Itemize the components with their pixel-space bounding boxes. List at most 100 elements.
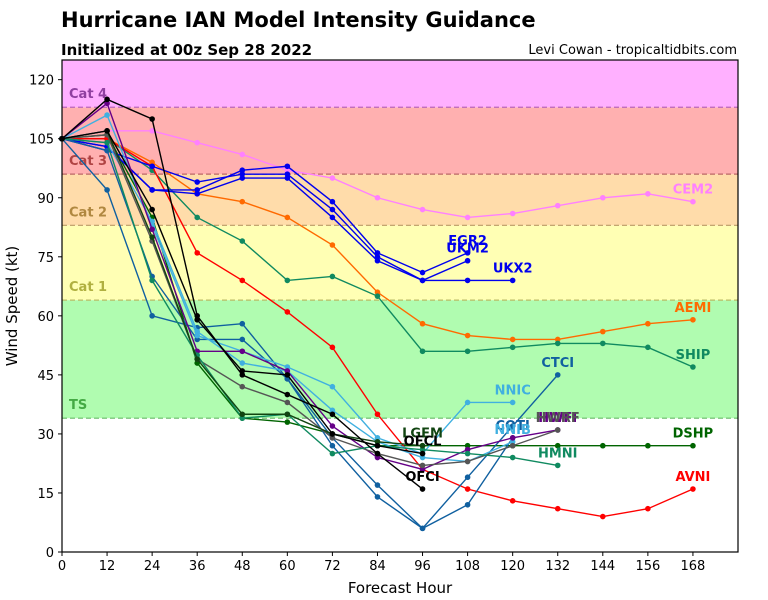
point-avni [690,486,696,492]
point-ship [329,273,336,280]
point-ship [284,277,291,284]
point-avni [509,498,516,504]
x-axis-label: Forecast Hour [348,579,453,597]
point-aemi [554,336,561,343]
x-tick-label: 108 [455,559,480,574]
axes: 0 12 24 36 48 60 72 84 96 108 120 132 144 156 168 0 15 30… [29,74,705,574]
point-avni [194,250,200,256]
point-coti [239,336,246,343]
point-lgem [194,356,200,362]
point-cem2 [509,210,516,217]
point-hmni [419,446,426,453]
point-ship [600,340,606,347]
point-lgem [284,411,291,418]
series-line-ukm2 [61,138,468,282]
point-aemi [284,214,291,221]
point-aemi [690,316,696,323]
point-ofci [284,391,291,398]
series-line-hwrf [61,134,558,467]
point-coti [419,525,426,532]
point-hwfi [239,348,246,355]
point-ctci [464,474,471,481]
point-nnic [509,399,516,406]
point-ukm2 [194,179,200,185]
band-cat-3 [62,107,738,175]
point-hmni [104,139,110,146]
point-cem2 [284,167,291,174]
band-label-cat-4: Cat 4 [69,87,107,102]
point-lgem [149,234,155,240]
point-ctci [509,423,516,429]
series-label-egr2: EGR2 [448,234,487,249]
y-tick-label: 120 [29,74,54,89]
x-tick-label: 12 [99,559,116,574]
point-coti [329,442,336,449]
point-cem2 [645,191,651,197]
series-line-hmni [61,138,558,467]
point-cem2 [419,206,426,213]
point-hwrf [509,442,516,449]
point-nnib [149,218,155,225]
series-label-dshp: DSHP [673,427,714,442]
point-hwrf [329,435,336,441]
series-label-nnib: NNIB [494,423,531,438]
series-label-ship: SHIP [676,348,711,363]
series-label-coti: COTI [496,419,530,434]
point-egr2 [419,269,426,276]
point-hwrf [464,458,471,465]
point-aemi [374,289,381,296]
point-avni [645,505,651,512]
point-egr2 [329,198,336,205]
point-ofcl [104,128,110,134]
band-label-cat-1: Cat 1 [69,280,107,295]
point-coti [374,494,381,500]
point-hwfi [509,435,516,441]
point-ctci [554,372,561,378]
series-label-ukx2: UKX2 [493,261,533,276]
point-hmni [239,415,246,421]
series-label-nnic: NNIC [495,383,531,398]
x-tick-label: 144 [590,559,615,574]
point-lgem [239,411,246,418]
point-aemi [600,328,606,335]
point-ukm2 [239,171,246,177]
series-label-hwrf: HWRF [536,411,580,426]
y-tick-label: 45 [37,369,54,384]
point-ukx2 [509,277,516,284]
point-ofci [149,116,155,122]
point-dshp [554,442,561,449]
series-label-hmni: HMNI [538,446,578,461]
point-avni [284,309,291,315]
plot-frame [61,59,739,553]
x-tick-label: 72 [324,559,341,574]
chart-subtitle: Initialized at 00z Sep 28 2022 [61,41,313,59]
point-nnic [374,435,381,441]
point-cem2 [690,198,696,205]
point-ofcl [149,206,155,213]
point-hmni [329,450,336,457]
point-cem2 [239,151,246,158]
point-cem2 [194,139,200,146]
x-tick-label: 84 [369,559,386,574]
series-line-ctci [61,138,559,530]
point-ofci [329,411,336,418]
series-line-hwfi [61,102,558,471]
point-ukm2 [374,253,381,260]
point-hmni [509,454,516,461]
series-label-aemi: AEMI [675,301,712,316]
point-nnib [509,438,516,445]
y-tick-label: 0 [46,546,54,561]
point-ofci [104,96,110,103]
point-hmni [149,277,155,284]
band-ts [62,300,738,419]
x-tick-label: 96 [414,559,431,574]
point-cem2 [554,202,561,209]
point-hwrf [239,383,246,390]
point-ofcl [329,431,336,437]
point-ship [239,238,246,244]
point-aemi [419,320,426,327]
chart-title: Hurricane IAN Model Intensity Guidance [61,8,536,32]
point-lgem [419,442,426,449]
